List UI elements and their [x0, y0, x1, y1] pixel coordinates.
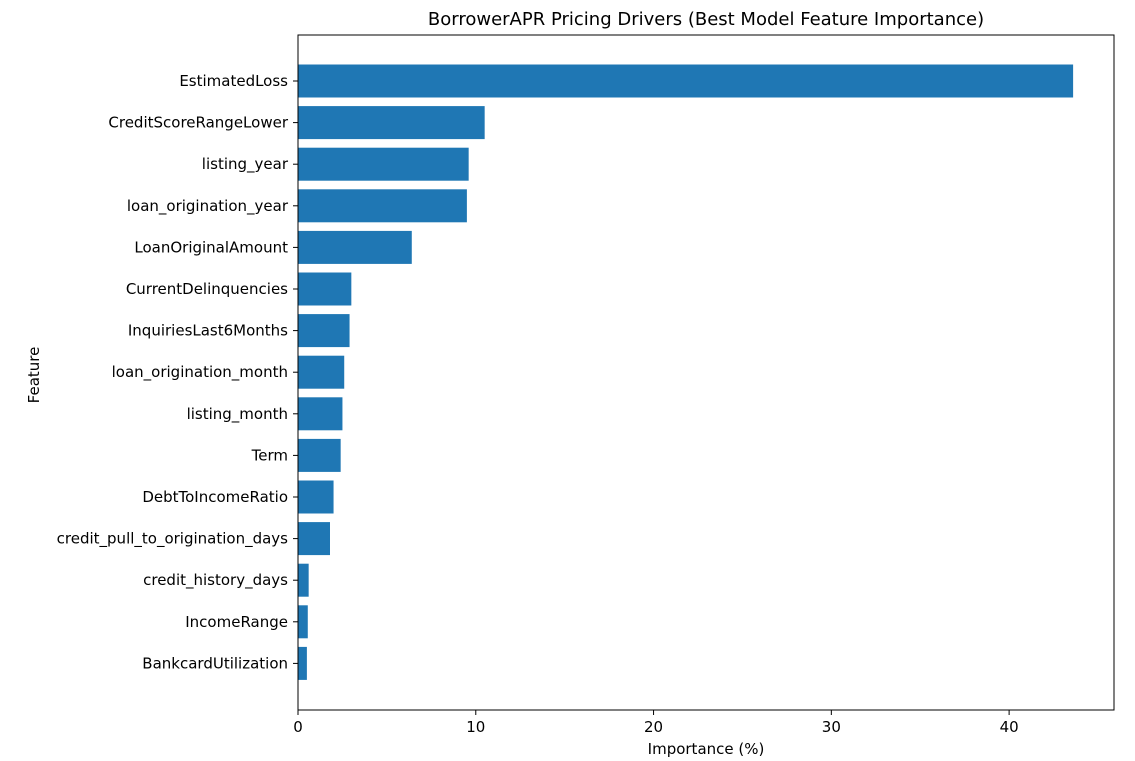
bar-CreditScoreRangeLower [298, 106, 485, 140]
x-axis-ticks: 0 10 20 30 40 [293, 710, 1019, 736]
bar-InquiriesLast6Months [298, 314, 350, 348]
chart-title: BorrowerAPR Pricing Drivers (Best Model … [428, 9, 984, 30]
x-tick-label: 10 [466, 718, 485, 736]
x-tick-label: 30 [822, 718, 841, 736]
y-tick-label: DebtToIncomeRatio [142, 488, 288, 506]
bar-loan_origination_month [298, 355, 345, 389]
x-tick-label: 40 [1000, 718, 1019, 736]
y-tick-label: Term [251, 446, 288, 464]
y-tick-label: loan_origination_year [127, 197, 289, 216]
x-axis-label: Importance (%) [648, 740, 765, 758]
bar-LoanOriginalAmount [298, 230, 412, 264]
bar-loan_origination_year [298, 189, 467, 223]
bar-CurrentDelinquencies [298, 272, 352, 306]
bar-Term [298, 438, 341, 472]
bar-credit_pull_to_origination_days [298, 522, 330, 556]
y-tick-label: InquiriesLast6Months [128, 322, 288, 340]
y-tick-label: credit_pull_to_origination_days [57, 530, 289, 549]
bar-credit_history_days [298, 563, 309, 597]
bar-DebtToIncomeRatio [298, 480, 334, 514]
y-tick-label: CurrentDelinquencies [126, 280, 288, 298]
x-tick-label: 20 [644, 718, 663, 736]
y-axis-ticks: EstimatedLoss CreditScoreRangeLower listin… [57, 72, 298, 672]
y-tick-label: listing_year [202, 155, 289, 174]
bar-listing_year [298, 147, 469, 181]
y-tick-label: EstimatedLoss [179, 72, 288, 90]
y-tick-label: LoanOriginalAmount [134, 238, 288, 256]
bar-IncomeRange [298, 605, 308, 639]
y-tick-label: credit_history_days [143, 571, 288, 590]
bar-listing_month [298, 397, 343, 431]
bars-group [298, 64, 1074, 680]
y-axis-label: Feature [25, 347, 43, 404]
bar-BankcardUtilization [298, 646, 307, 680]
y-tick-label: CreditScoreRangeLower [108, 114, 288, 132]
y-tick-label: listing_month [187, 405, 288, 424]
x-tick-label: 0 [293, 718, 303, 736]
y-tick-label: loan_origination_month [112, 363, 288, 382]
y-tick-label: IncomeRange [185, 613, 288, 631]
bar-EstimatedLoss [298, 64, 1074, 98]
y-tick-label: BankcardUtilization [142, 654, 288, 672]
